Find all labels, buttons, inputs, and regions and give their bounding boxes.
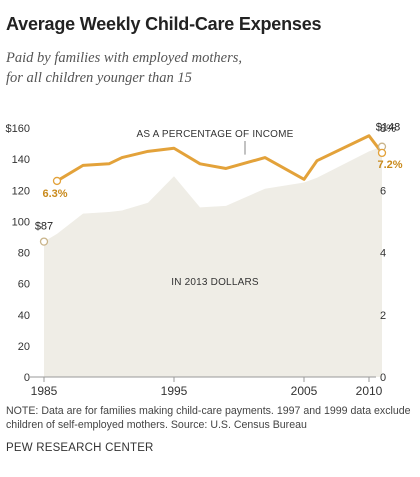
chart-subtitle: Paid by families with employed mothers, … (6, 48, 306, 88)
left-tick-label: 40 (18, 310, 30, 322)
right-tick-label: 0 (380, 372, 386, 384)
right-tick-label: 6 (380, 185, 386, 197)
left-tick-label: 80 (18, 248, 30, 260)
right-tick-label: 2 (380, 310, 386, 322)
chart-note: NOTE: Data are for families making child… (6, 405, 411, 431)
brand-label: PEW RESEARCH CENTER (6, 442, 154, 454)
left-tick-label: 60 (18, 279, 30, 291)
line-series-label: AS A PERCENTAGE OF INCOME (136, 129, 293, 140)
right-tick-label: 4 (380, 248, 386, 260)
x-tick-label: 2005 (291, 384, 318, 398)
area-series-label: IN 2013 DOLLARS (171, 277, 259, 288)
left-tick-label: 140 (12, 154, 30, 166)
right-tick-label: 8% (380, 123, 396, 135)
left-tick-label: 20 (18, 341, 30, 353)
line-start-label: 6.3% (42, 188, 67, 200)
area-start-label: $87 (35, 221, 53, 233)
subtitle-line-1: Paid by families with employed mothers, (6, 50, 242, 66)
left-tick-label: 120 (12, 185, 30, 197)
x-tick-label: 1995 (161, 384, 188, 398)
x-tick-label: 1985 (31, 384, 58, 398)
chart-svg: 0 20 40 60 80 100 120 140 $160 0 2 4 6 8% 1985 1995 2005… (6, 122, 403, 398)
left-tick-label: $160 (6, 123, 30, 135)
line-end-marker (377, 148, 387, 158)
subtitle-line-2: for all children younger than 15 (6, 70, 192, 86)
line-start-marker (52, 176, 62, 186)
area-series-dollars (44, 146, 382, 377)
chart-title: Average Weekly Child-Care Expenses (6, 14, 322, 34)
left-tick-label: 100 (12, 216, 30, 228)
line-series-percentage (55, 134, 384, 183)
x-tick-label: 2010 (356, 384, 383, 398)
area-end-label: $148 (376, 122, 400, 134)
line-end-label: 7.2% (377, 159, 402, 171)
left-tick-label: 0 (24, 372, 30, 384)
area-start-marker (39, 237, 49, 246)
